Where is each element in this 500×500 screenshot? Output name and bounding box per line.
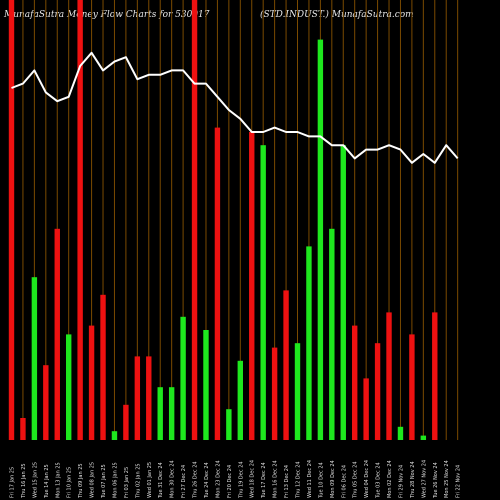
x-tick-label: Fri 03 Jan 25 <box>124 467 130 498</box>
x-tick-label: Fri 29 Nov 24 <box>398 465 404 498</box>
x-tick-label: Wed 01 Jan 25 <box>147 462 153 498</box>
x-tick-label: Wed 11 Dec 24 <box>307 460 313 498</box>
bar-31 <box>352 325 358 440</box>
bar-15 <box>168 387 175 440</box>
bar-33 <box>374 343 381 440</box>
x-tick-label: Thu 09 Jan 25 <box>78 463 84 499</box>
x-tick-label: Mon 25 Nov 24 <box>444 460 450 498</box>
x-tick-label: Wed 18 Dec 24 <box>250 460 256 498</box>
x-tick-label: Mon 02 Dec 24 <box>387 460 393 498</box>
x-tick-label: Thu 12 Dec 24 <box>296 461 302 499</box>
bar-25 <box>283 290 289 440</box>
bar-18 <box>203 330 209 440</box>
bar-17 <box>191 0 198 440</box>
x-tick-label: Mon 13 Jan 25 <box>55 462 61 498</box>
x-tick-label: Fri 17 Jan 25 <box>10 467 16 498</box>
bar-28 <box>317 39 324 440</box>
bar-27 <box>306 246 312 440</box>
bar-19 <box>214 127 221 440</box>
x-tick-label: Wed 15 Jan 25 <box>32 462 38 498</box>
x-tick-label: Tue 26 Nov 24 <box>433 462 439 499</box>
x-tick-label: Fri 20 Dec 24 <box>227 465 233 498</box>
x-tick-label: Fri 22 Nov 24 <box>456 465 462 498</box>
bar-2 <box>20 418 26 440</box>
chart-header-left: MunafaSutra Money Flow Charts for 530017 <box>4 10 210 20</box>
x-tick-label: Tue 14 Jan 25 <box>44 464 50 499</box>
price-line <box>11 51 459 164</box>
bar-4 <box>43 365 49 440</box>
bar-22 <box>249 132 255 440</box>
bar-36 <box>409 334 415 440</box>
bar-12 <box>134 356 141 440</box>
bar-35 <box>397 426 404 440</box>
bar-8 <box>88 325 95 440</box>
bar-10 <box>111 431 118 440</box>
x-tick-label: Thu 19 Dec 24 <box>238 461 244 499</box>
x-tick-label: Mon 23 Dec 24 <box>215 460 221 498</box>
x-tick-label: Fri 06 Dec 24 <box>341 465 347 498</box>
bar-13 <box>146 356 152 440</box>
x-tick-label: Thu 02 Jan 25 <box>135 463 141 499</box>
bar-6 <box>66 334 72 440</box>
x-tick-label: Tue 31 Dec 24 <box>158 462 164 499</box>
x-tick-label: Mon 16 Dec 24 <box>273 460 279 498</box>
bar-38 <box>432 312 438 440</box>
bar-23 <box>260 145 266 440</box>
bar-24 <box>271 347 278 440</box>
x-tick-label: Mon 09 Dec 24 <box>330 460 336 498</box>
bar-16 <box>180 316 186 440</box>
bar-11 <box>123 404 129 440</box>
x-tick-label: Tue 17 Dec 24 <box>261 462 267 499</box>
bar-9 <box>100 294 106 440</box>
x-tick-label: Mon 06 Jan 25 <box>112 462 118 498</box>
x-tick-labels: Fri 17 Jan 25 Thu 16 Jan 25 Wed 15 Jan 25 T… <box>10 460 462 499</box>
x-tick-label: Thu 16 Jan 25 <box>21 463 27 499</box>
x-tick-label: Wed 27 Nov 24 <box>421 460 427 498</box>
x-tick-label: Fri 13 Dec 24 <box>284 465 290 498</box>
x-tick-label: Thu 28 Nov 24 <box>410 461 416 499</box>
bar-5 <box>54 228 60 440</box>
bar-21 <box>237 360 243 440</box>
x-tick-label: Thu 05 Dec 24 <box>353 461 359 499</box>
bar-14 <box>157 387 163 440</box>
bar-29 <box>329 228 335 440</box>
bar-34 <box>386 312 392 440</box>
x-tick-label: Thu 26 Dec 24 <box>193 461 199 499</box>
x-tick-label: Wed 08 Jan 25 <box>90 462 96 498</box>
bar-series <box>8 0 438 440</box>
x-tick-label: Fri 27 Dec 24 <box>181 465 187 498</box>
price-line-layer <box>11 51 459 164</box>
bar-37 <box>420 435 427 440</box>
bar-7 <box>77 0 83 440</box>
bar-1 <box>8 0 15 440</box>
x-tick-label: Mon 30 Dec 24 <box>170 460 176 498</box>
x-tick-label: Tue 10 Dec 24 <box>318 462 324 499</box>
x-tick-label: Tue 24 Dec 24 <box>204 462 210 499</box>
bar-30 <box>340 145 346 440</box>
x-tick-label: Tue 03 Dec 24 <box>376 462 382 499</box>
bar-20 <box>226 409 232 440</box>
bar-32 <box>363 378 369 440</box>
bar-3 <box>31 277 38 440</box>
bar-26 <box>294 343 301 440</box>
chart-header-right: (STD.INDUST.) MunafaSutra.com <box>260 10 414 20</box>
x-tick-label: Wed 04 Dec 24 <box>364 460 370 498</box>
x-tick-label: Fri 10 Jan 25 <box>67 467 73 498</box>
x-tick-label: Tue 07 Jan 25 <box>101 464 107 499</box>
